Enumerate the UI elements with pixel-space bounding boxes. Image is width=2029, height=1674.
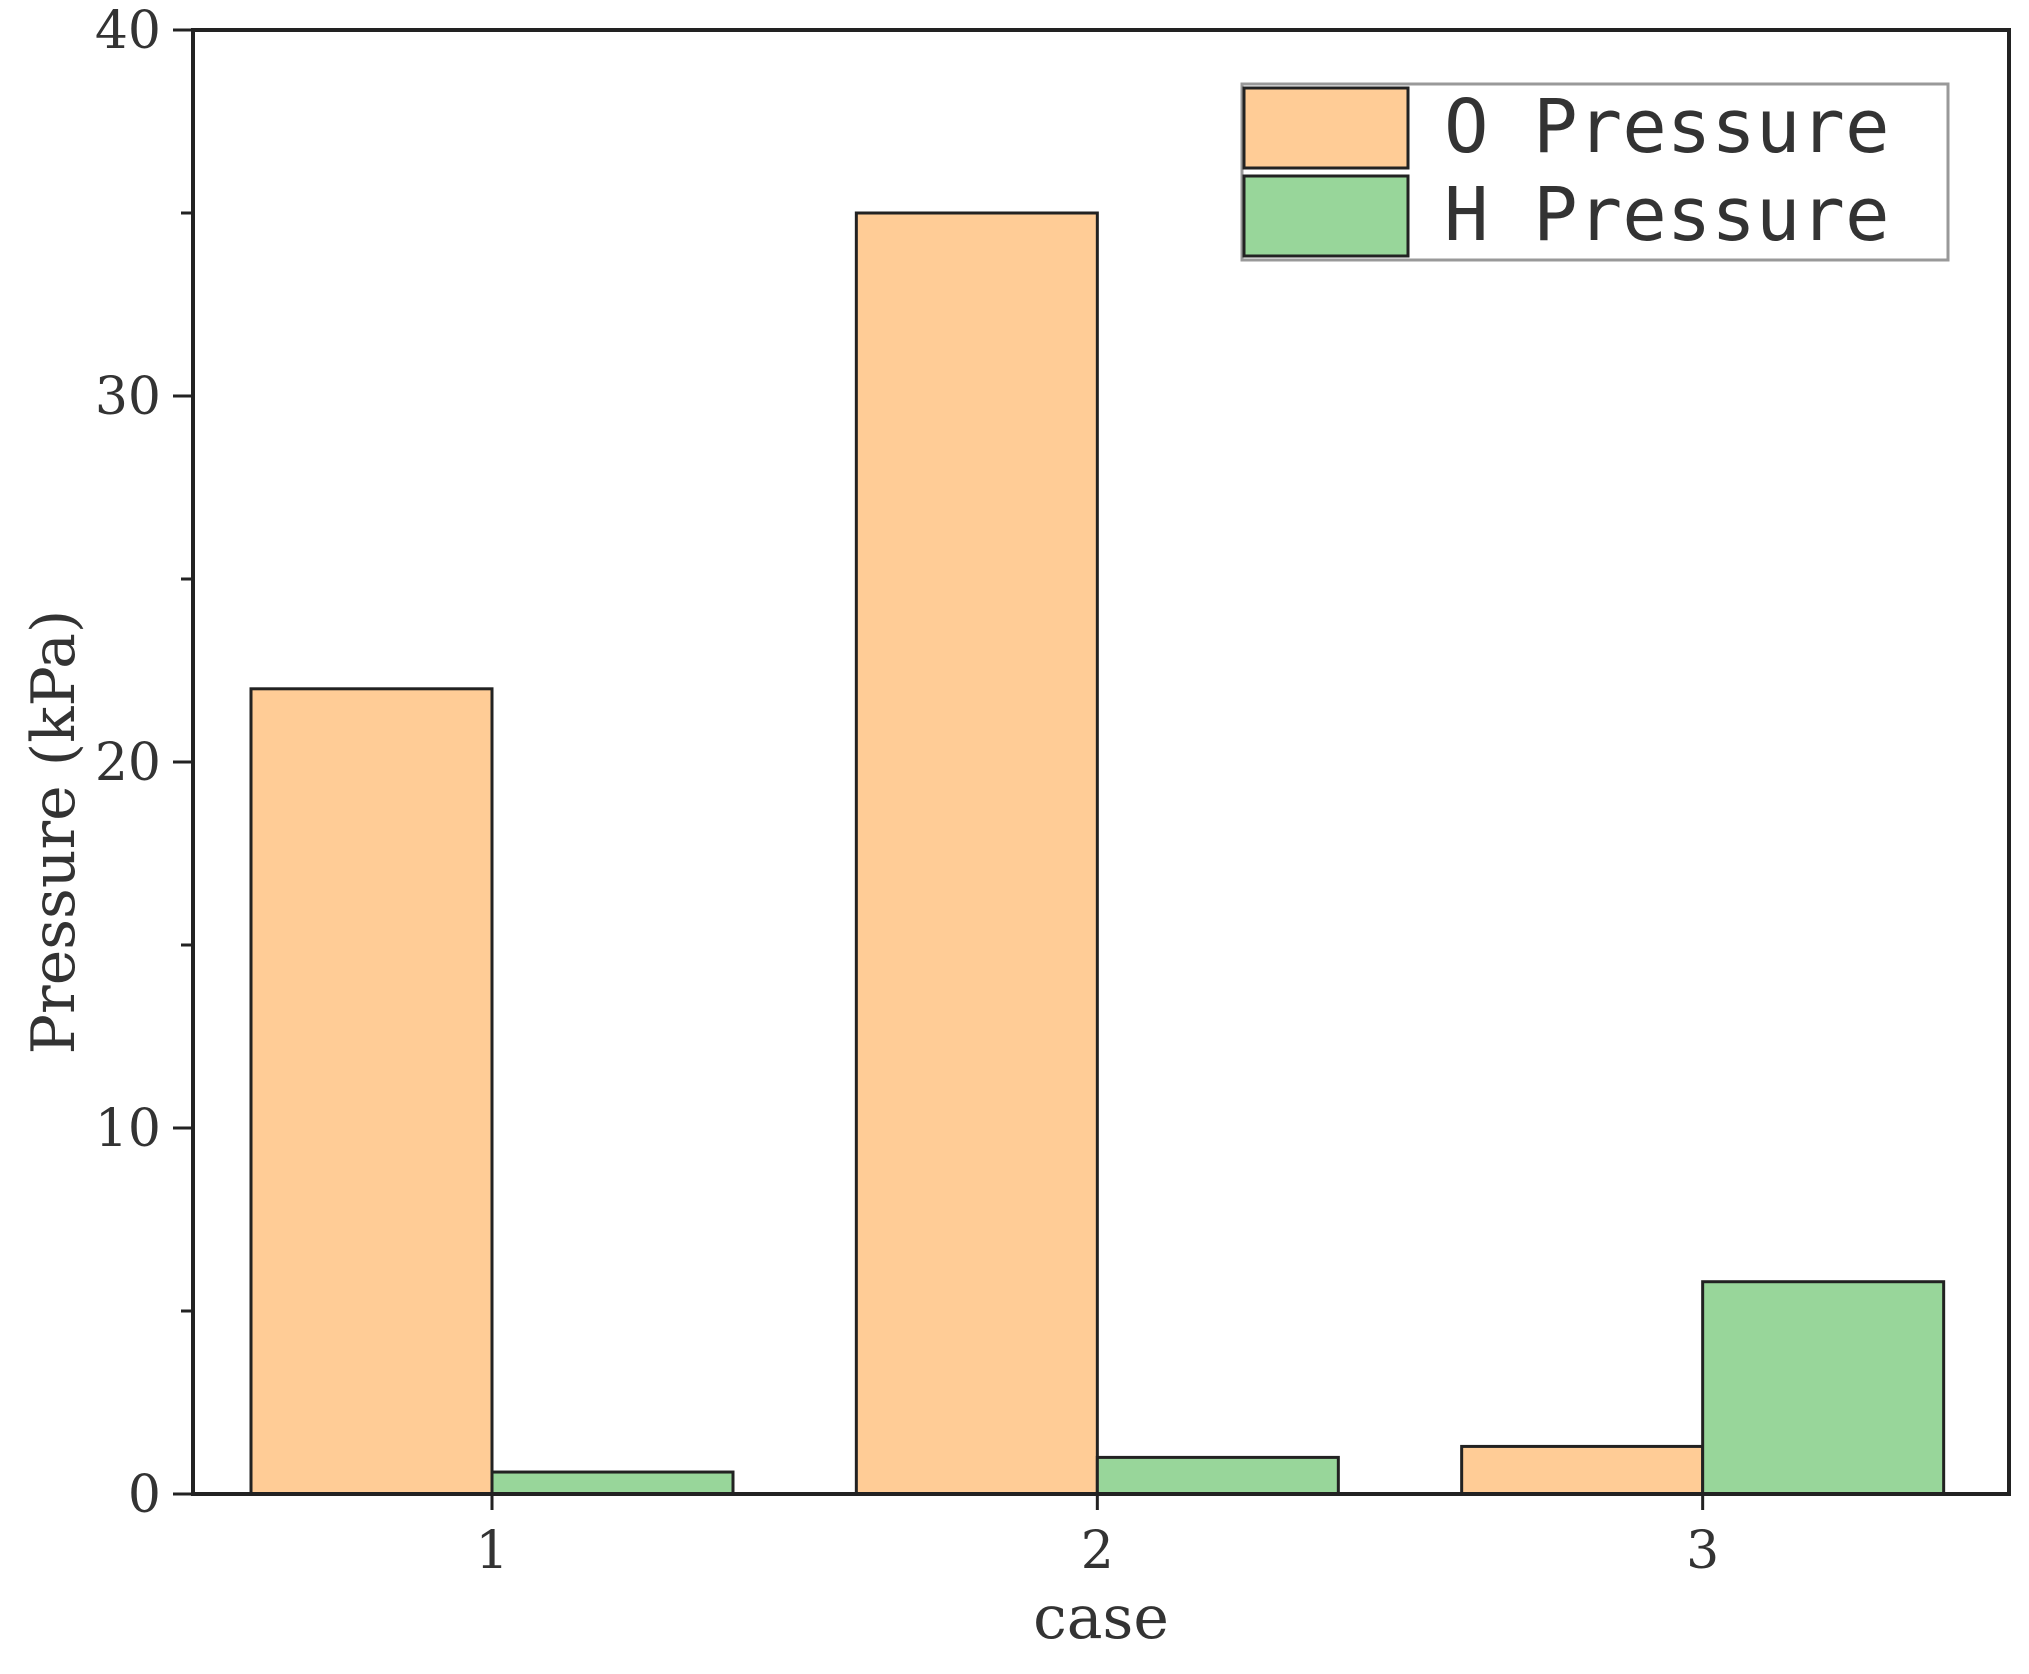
bar-h-pressure-case-1 — [490, 1470, 735, 1496]
legend-label-h-pressure: H Pressure — [1444, 172, 1890, 258]
bar-h-pressure-case-3 — [1701, 1280, 1946, 1496]
legend-label-o-pressure: O Pressure — [1444, 84, 1890, 170]
bar-o-pressure-case-1 — [249, 687, 494, 1496]
x-tick-label: 3 — [1686, 1521, 1719, 1581]
bars-layer — [249, 211, 1946, 1496]
y-tick-label: 40 — [95, 1, 161, 61]
y-axis-title: Pressure (kPa) — [19, 610, 89, 1055]
x-tick-label: 2 — [1081, 1521, 1114, 1581]
legend: O Pressure H Pressure — [1240, 82, 1950, 262]
bar-h-pressure-case-2 — [1095, 1455, 1340, 1496]
x-tick-label: 1 — [475, 1521, 508, 1581]
y-tick-label: 0 — [128, 1465, 161, 1525]
legend-swatch-o-pressure — [1242, 86, 1410, 170]
bar-o-pressure-case-3 — [1460, 1444, 1705, 1496]
y-axis-ticks: 0 10 20 30 40 — [95, 1, 193, 1525]
y-tick-label: 10 — [95, 1099, 161, 1159]
x-axis-title: case — [1033, 1583, 1169, 1653]
legend-swatch-h-pressure — [1242, 174, 1410, 258]
bar-o-pressure-case-2 — [854, 211, 1099, 1496]
y-tick-label: 20 — [95, 733, 161, 793]
y-tick-label: 30 — [95, 367, 161, 427]
x-axis-ticks: 1 2 3 — [475, 1494, 1719, 1581]
